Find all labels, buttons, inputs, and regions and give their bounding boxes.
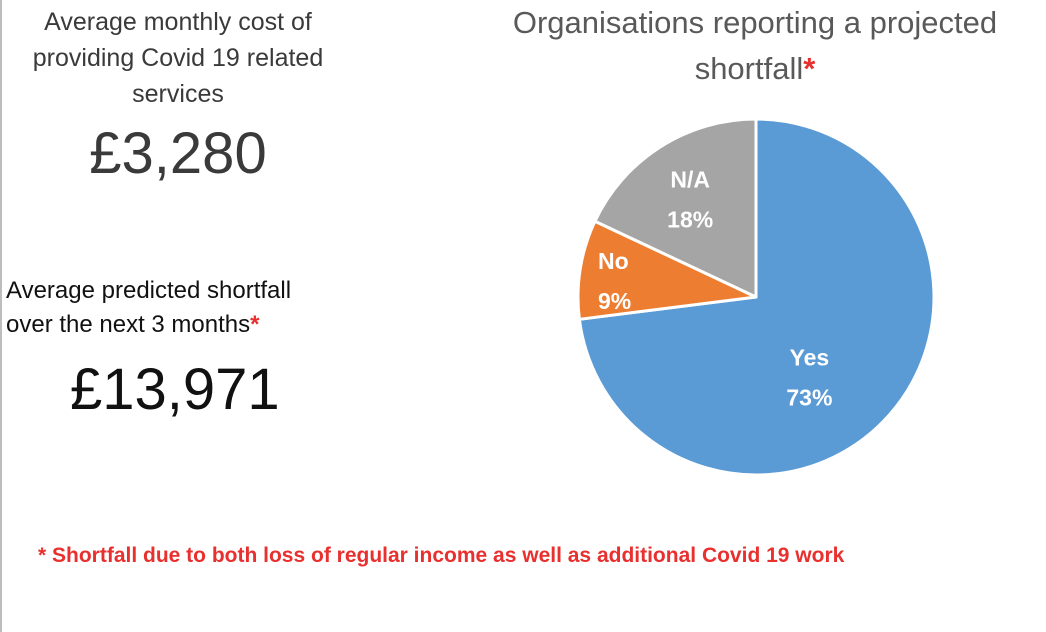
chart-title-line-1: Organisations reporting a projected [512, 5, 998, 40]
stat-monthly-cost-label: Average monthly cost of providing Covid … [18, 4, 338, 112]
pie-label-value-yes: 73% [786, 385, 832, 411]
stat-monthly-cost-label-line-1: Average monthly cost of [44, 8, 312, 36]
pie-label-value-no: 9% [598, 288, 631, 314]
left-border [0, 0, 2, 632]
stat-predicted-shortfall-value: £13,971 [70, 357, 280, 422]
pie-label-name-no: No [598, 248, 629, 274]
stat-predicted-shortfall-asterisk: * [250, 311, 260, 338]
pie-chart: Yes 73% No 9% N/A 18% [576, 117, 936, 477]
pie-slice-na [593, 117, 758, 299]
stat-monthly-cost-label-line-3: services [132, 80, 224, 108]
pie-label-name-yes: Yes [790, 345, 830, 371]
stat-predicted-shortfall-label-line-1: Average predicted shortfall [6, 277, 292, 304]
pie-label-value-na: 18% [667, 206, 713, 232]
stat-monthly-cost-value: £3,280 [89, 121, 267, 186]
footnote: * Shortfall due to both loss of regular … [38, 544, 845, 567]
pie-slice-no [576, 219, 758, 321]
stat-predicted-shortfall-label: Average predicted shortfall over the nex… [6, 274, 336, 342]
chart-title-line-2: shortfall [694, 51, 804, 86]
stat-predicted-shortfall-label-line-2: over the next 3 months [6, 311, 251, 338]
pie-label-name-na: N/A [670, 166, 710, 192]
stat-monthly-cost-label-line-2: providing Covid 19 related [32, 44, 324, 72]
chart-title: Organisations reporting a projected shor… [470, 0, 1040, 92]
chart-title-asterisk: * [803, 51, 816, 86]
chart-title-line-2-wrap: shortfall* [470, 46, 1040, 92]
stat-predicted-shortfall-label-line-2-wrap: over the next 3 months* [6, 308, 336, 342]
